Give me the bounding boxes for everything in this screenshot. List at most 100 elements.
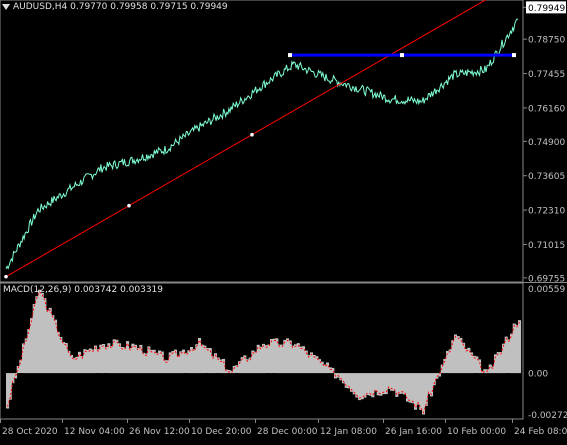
macd-bar (206, 348, 209, 373)
macd-bar (307, 355, 310, 373)
macd-bar (107, 343, 110, 373)
macd-bar (510, 334, 513, 374)
macd-bar (283, 340, 286, 373)
price-tick-label: 0.74900 (528, 138, 565, 148)
macd-bar (155, 353, 158, 373)
macd-bar (259, 347, 262, 373)
horizontal-handle-2[interactable] (512, 53, 516, 57)
price-tick-label: 0.77455 (528, 70, 565, 80)
open-value: 0.79770 (70, 2, 107, 12)
price-panel-frame (0, 0, 523, 282)
macd-bar (171, 351, 174, 373)
macd-bar (419, 373, 422, 410)
macd-bar (179, 351, 182, 373)
macd-bar (499, 352, 502, 373)
macd-bar (38, 290, 41, 373)
trend-handle-2[interactable] (250, 133, 254, 137)
macd-bar (459, 338, 462, 373)
macd-header: MACD(12,26,9) 0.003742 0.003319 (3, 285, 163, 295)
macd-bar (83, 349, 86, 373)
macd-signal-value: 0.003319 (120, 285, 163, 295)
time-tick-label: 12 Jan 08:00 (320, 427, 377, 437)
macd-bar (198, 338, 201, 373)
price-tick-label: 0.72310 (528, 207, 565, 217)
horizontal-handle-0[interactable] (288, 53, 292, 57)
macd-bar (91, 350, 94, 374)
time-tick-label: 10 Feb 00:00 (447, 427, 506, 437)
macd-bar (358, 373, 361, 400)
current-price-label: 0.79949 (528, 4, 565, 14)
macd-bar (203, 346, 206, 374)
macd-bar (310, 352, 313, 373)
macd-bar (374, 373, 377, 391)
macd-bar (27, 329, 30, 373)
time-tick-label: 26 Nov 12:00 (129, 427, 190, 437)
macd-bar (6, 373, 9, 408)
macd-tick-label: 0.00559 (528, 285, 565, 295)
macd-bar (355, 373, 358, 397)
symbol-label: AUDUSD,H4 (13, 2, 67, 12)
price-line (6, 19, 518, 269)
macd-bar (275, 338, 278, 373)
macd-bar (102, 344, 105, 373)
price-tick-label: 0.71015 (528, 241, 565, 251)
trend-handle-1[interactable] (127, 204, 131, 208)
macd-bar (59, 337, 62, 373)
macd-bar (454, 335, 457, 374)
macd-bar (142, 353, 145, 373)
macd-bar (294, 344, 297, 373)
macd-main-value: 0.003742 (74, 285, 117, 295)
macd-bar (62, 342, 65, 373)
macd-bar (350, 373, 353, 392)
macd-bar (147, 346, 150, 373)
macd-bar (267, 345, 270, 373)
macd-bar (286, 338, 289, 373)
macd-bar (507, 339, 510, 373)
horizontal-handle-1[interactable] (400, 53, 404, 57)
time-tick-label: 28 Dec 00:00 (257, 427, 318, 437)
time-tick-label: 12 Nov 04:00 (64, 427, 125, 437)
macd-bar (326, 363, 329, 374)
macd-tick-label: -0.002721 (528, 411, 567, 421)
macd-bar (251, 351, 254, 374)
macd-bar (427, 373, 430, 394)
low-value: 0.79715 (150, 2, 187, 12)
macd-bar (430, 373, 433, 396)
macd-bar (86, 350, 89, 373)
trend-handle-0[interactable] (4, 275, 8, 279)
macd-bar (451, 340, 454, 373)
trend-line-handles[interactable] (4, 0, 500, 278)
macd-bar (110, 346, 113, 373)
macd-bar (254, 352, 257, 373)
macd-bar (174, 350, 177, 374)
trend-line[interactable] (6, 0, 498, 277)
close-value: 0.79949 (190, 2, 227, 12)
macd-bar (382, 373, 385, 394)
macd-bar (270, 339, 273, 373)
price-tick-label: 0.73605 (528, 172, 565, 182)
macd-bar (390, 373, 393, 391)
macd-bar (299, 347, 302, 374)
macd-bar (118, 343, 121, 373)
high-value: 0.79958 (110, 2, 147, 12)
price-tick-label: 0.76160 (528, 104, 565, 114)
macd-bar (19, 360, 22, 373)
macd-label: MACD(12,26,9) (3, 285, 71, 295)
macd-bar (262, 344, 265, 373)
time-tick-label: 28 Oct 2020 (2, 427, 58, 437)
macd-bar (123, 347, 126, 373)
macd-bar (403, 373, 406, 394)
time-tick-label: 26 Jan 16:00 (385, 427, 442, 437)
macd-bar (67, 351, 70, 373)
macd-tick-label: 0.00 (528, 370, 548, 380)
macd-bar (398, 373, 401, 394)
macd-bar (51, 315, 54, 373)
macd-bar (318, 359, 321, 373)
macd-bar (43, 298, 46, 373)
price-axis: 0.799490.787500.774550.761600.749000.736… (523, 1, 566, 284)
macd-bar (134, 345, 137, 373)
macd-bar (518, 320, 521, 373)
